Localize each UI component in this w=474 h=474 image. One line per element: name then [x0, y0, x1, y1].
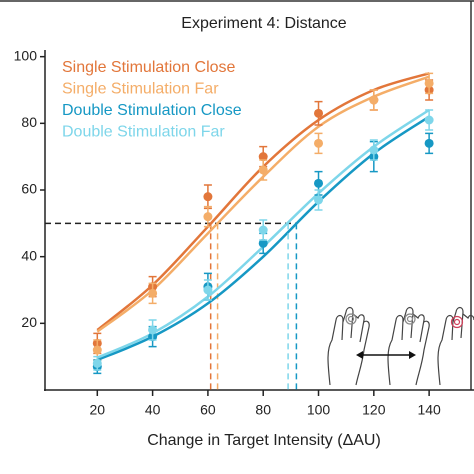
data-point	[92, 358, 102, 368]
data-point	[258, 165, 268, 175]
data-point	[314, 195, 324, 205]
x-axis-label: Change in Target Intensity (ΔAU)	[147, 432, 381, 449]
x-tick-label: 40	[145, 402, 161, 418]
data-point	[203, 285, 213, 295]
x-tick-label: 20	[90, 402, 106, 418]
x-tick-label: 100	[307, 402, 331, 418]
legend-label: Double Stimulation Far	[62, 124, 225, 141]
y-tick-label: 40	[21, 247, 37, 263]
data-point	[92, 345, 102, 355]
data-point	[148, 288, 158, 298]
x-tick-label: 140	[417, 402, 441, 418]
data-point	[258, 238, 268, 248]
x-tick-label: 120	[362, 402, 386, 418]
legend-label: Single Stimulation Close	[62, 59, 236, 76]
y-tick-label: 20	[21, 314, 37, 330]
x-tick-label: 80	[255, 402, 271, 418]
data-point	[424, 138, 434, 148]
data-point	[314, 108, 324, 118]
data-point	[424, 115, 434, 125]
y-tick-label: 100	[14, 47, 38, 63]
x-tick-label: 60	[200, 402, 216, 418]
legend-label: Single Stimulation Far	[62, 81, 219, 98]
data-point	[258, 225, 268, 235]
y-tick-label: 80	[21, 114, 37, 130]
chart-title: Experiment 4: Distance	[181, 15, 347, 32]
data-point	[424, 78, 434, 88]
hands-illustration	[327, 306, 474, 386]
data-point	[148, 325, 158, 335]
data-point	[203, 192, 213, 202]
data-point	[258, 152, 268, 162]
data-point	[203, 212, 213, 222]
data-point	[369, 95, 379, 105]
data-point	[314, 178, 324, 188]
data-point	[314, 138, 324, 148]
legend-label: Double Stimulation Close	[62, 102, 242, 119]
data-point	[369, 145, 379, 155]
y-tick-label: 60	[21, 181, 37, 197]
